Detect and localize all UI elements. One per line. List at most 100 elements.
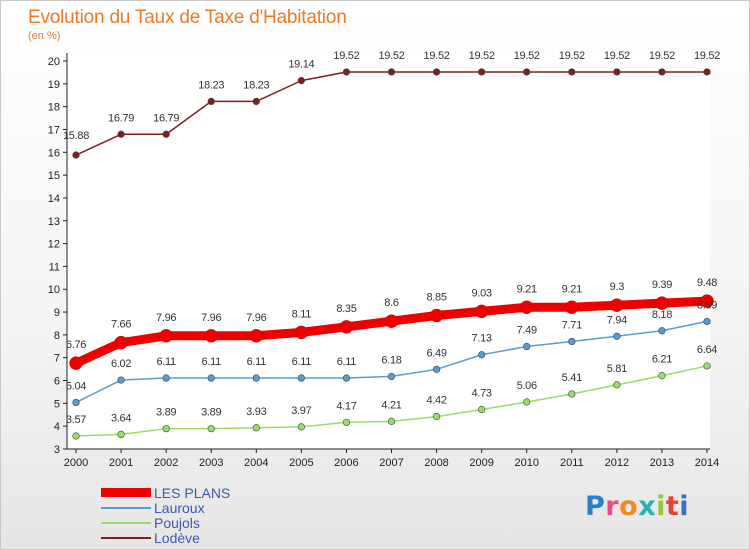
y-tick-label: 3 [54, 444, 60, 456]
legend-swatch-les-plans [101, 488, 151, 497]
legend-swatch-lodeve [101, 536, 151, 539]
data-point [72, 151, 80, 159]
legend-item-les-plans: LES PLANS [101, 484, 231, 501]
legend-label: Lauroux [154, 499, 205, 516]
data-point [432, 68, 441, 76]
data-label: 7.66 [111, 319, 131, 331]
legend-swatch-poujols [101, 521, 151, 524]
data-label: 9.48 [697, 277, 717, 289]
data-label: 6.11 [156, 356, 176, 368]
x-tick-label: 2006 [334, 457, 358, 469]
data-label: 9.3 [610, 281, 625, 293]
legend-label: Poujols [154, 514, 200, 531]
data-label: 19.52 [378, 50, 404, 62]
data-point [565, 300, 579, 315]
data-label: 7.49 [517, 325, 537, 337]
data-label: 6.76 [66, 339, 86, 351]
data-label: 9.21 [562, 283, 582, 295]
logo-letter: x [638, 491, 657, 522]
data-point [252, 374, 260, 382]
x-tick-label: 2007 [379, 457, 403, 469]
data-point [610, 298, 624, 312]
logo-letter: t [665, 491, 680, 522]
data-label: 6.21 [652, 354, 672, 366]
y-tick-label: 10 [48, 284, 60, 296]
data-label: 9.39 [652, 279, 672, 291]
data-label: 19.52 [559, 50, 585, 62]
data-point [613, 381, 621, 389]
data-label: 6.11 [337, 356, 357, 368]
legend-swatch-lauroux [101, 506, 151, 509]
logo-letter: i [656, 491, 666, 522]
y-tick-label: 5 [54, 398, 60, 410]
x-tick-label: 2011 [560, 457, 584, 469]
data-point [342, 374, 351, 382]
data-point [207, 425, 215, 433]
logo-letter: P [585, 491, 606, 522]
data-point [249, 329, 264, 343]
data-point [297, 374, 305, 382]
data-point [69, 356, 83, 370]
x-tick-label: 2004 [244, 457, 268, 469]
data-label: 3.89 [156, 407, 176, 419]
data-point [294, 325, 309, 340]
y-tick-label: 20 [48, 56, 60, 68]
plot-area [67, 53, 710, 449]
data-point [658, 327, 666, 335]
data-label: 3.89 [201, 407, 221, 419]
x-tick-label: 2008 [424, 457, 448, 469]
data-label: 8.35 [336, 303, 356, 315]
data-label: 4.17 [336, 400, 356, 412]
y-tick-label: 18 [48, 102, 60, 114]
data-point [429, 308, 444, 323]
proxiti-logo: Proxiti [585, 491, 689, 522]
y-tick-label: 19 [48, 79, 60, 91]
data-label: 6.11 [202, 356, 222, 368]
data-point [297, 77, 305, 85]
data-point [114, 335, 128, 350]
data-label: 16.79 [108, 112, 134, 124]
data-point [478, 405, 486, 414]
legend-label: LES PLANS [154, 484, 231, 501]
data-label: 5.04 [66, 380, 86, 392]
data-point [655, 296, 669, 310]
data-point [568, 337, 576, 346]
data-point [72, 432, 80, 440]
data-point [162, 374, 170, 382]
x-tick-label: 2014 [695, 457, 719, 469]
x-tick-label: 2003 [199, 457, 223, 469]
data-label: 3.64 [111, 412, 131, 424]
data-label: 19.14 [288, 59, 314, 71]
data-label: 18.23 [243, 79, 269, 91]
data-point [478, 68, 486, 76]
data-point [384, 314, 399, 328]
data-point [658, 372, 666, 380]
data-label: 9.03 [472, 287, 492, 299]
y-tick-label: 4 [54, 421, 60, 433]
data-label: 5.06 [517, 380, 537, 392]
y-tick-label: 9 [54, 307, 60, 319]
x-tick-label: 2010 [514, 457, 538, 469]
logo-letter: r [605, 491, 620, 522]
x-tick-label: 2005 [289, 457, 313, 469]
data-label: 8.18 [652, 309, 672, 321]
data-point [568, 390, 576, 398]
data-point [523, 398, 531, 406]
data-point [207, 374, 215, 382]
data-label: 7.96 [201, 312, 221, 324]
y-tick-label: 11 [49, 261, 60, 273]
x-tick-label: 2009 [469, 457, 493, 469]
data-point [523, 68, 531, 76]
y-tick-label: 14 [48, 193, 60, 205]
y-tick-label: 12 [48, 239, 60, 251]
x-tick-label: 2002 [154, 457, 178, 469]
data-point [252, 424, 260, 432]
y-tick-label: 13 [48, 216, 60, 228]
data-label: 19.52 [333, 50, 359, 62]
data-point [117, 430, 125, 438]
x-tick-label: 2001 [109, 457, 133, 469]
data-point [387, 68, 396, 76]
data-point [162, 130, 170, 138]
data-label: 7.13 [472, 333, 492, 345]
data-label: 3.57 [66, 414, 86, 426]
